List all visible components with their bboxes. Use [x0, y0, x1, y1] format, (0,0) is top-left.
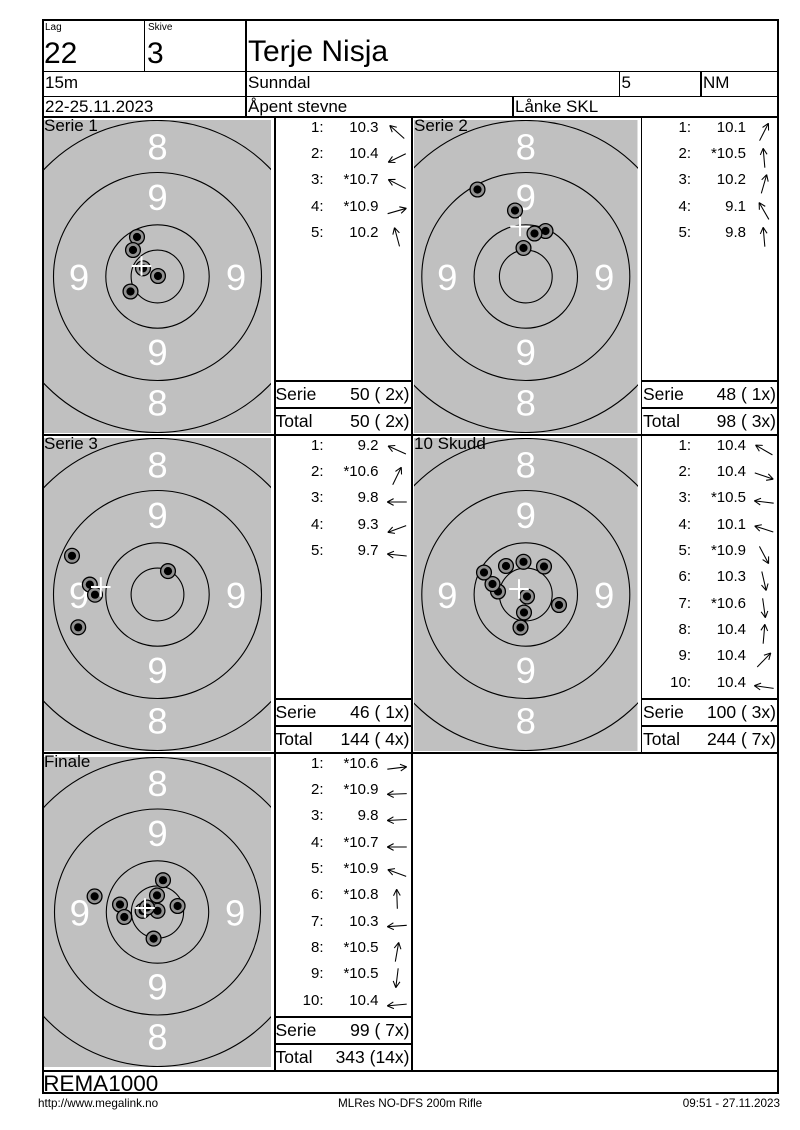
svg-text:8: 8	[147, 1016, 167, 1057]
svg-text:9: 9	[147, 177, 167, 218]
svg-text:9: 9	[147, 966, 167, 1007]
svg-text:9: 9	[594, 257, 614, 298]
svg-text:8: 8	[147, 444, 167, 485]
svg-text:9: 9	[516, 332, 536, 373]
svg-text:8: 8	[147, 763, 167, 804]
svg-text:9: 9	[147, 332, 167, 373]
svg-text:9: 9	[226, 257, 246, 298]
svg-text:8: 8	[516, 126, 536, 167]
svg-text:8: 8	[147, 382, 167, 423]
svg-text:9: 9	[69, 257, 89, 298]
svg-text:9: 9	[516, 495, 536, 536]
svg-text:9: 9	[225, 892, 245, 933]
svg-text:8: 8	[516, 700, 536, 741]
svg-text:9: 9	[147, 495, 167, 536]
svg-text:9: 9	[437, 257, 457, 298]
svg-text:9: 9	[147, 813, 167, 854]
svg-text:9: 9	[516, 650, 536, 691]
svg-text:9: 9	[594, 575, 614, 616]
svg-text:8: 8	[516, 382, 536, 423]
svg-text:9: 9	[226, 575, 246, 616]
svg-text:9: 9	[70, 892, 90, 933]
svg-text:8: 8	[516, 444, 536, 485]
svg-text:9: 9	[437, 575, 457, 616]
svg-text:8: 8	[147, 700, 167, 741]
svg-text:8: 8	[147, 126, 167, 167]
svg-text:9: 9	[147, 650, 167, 691]
